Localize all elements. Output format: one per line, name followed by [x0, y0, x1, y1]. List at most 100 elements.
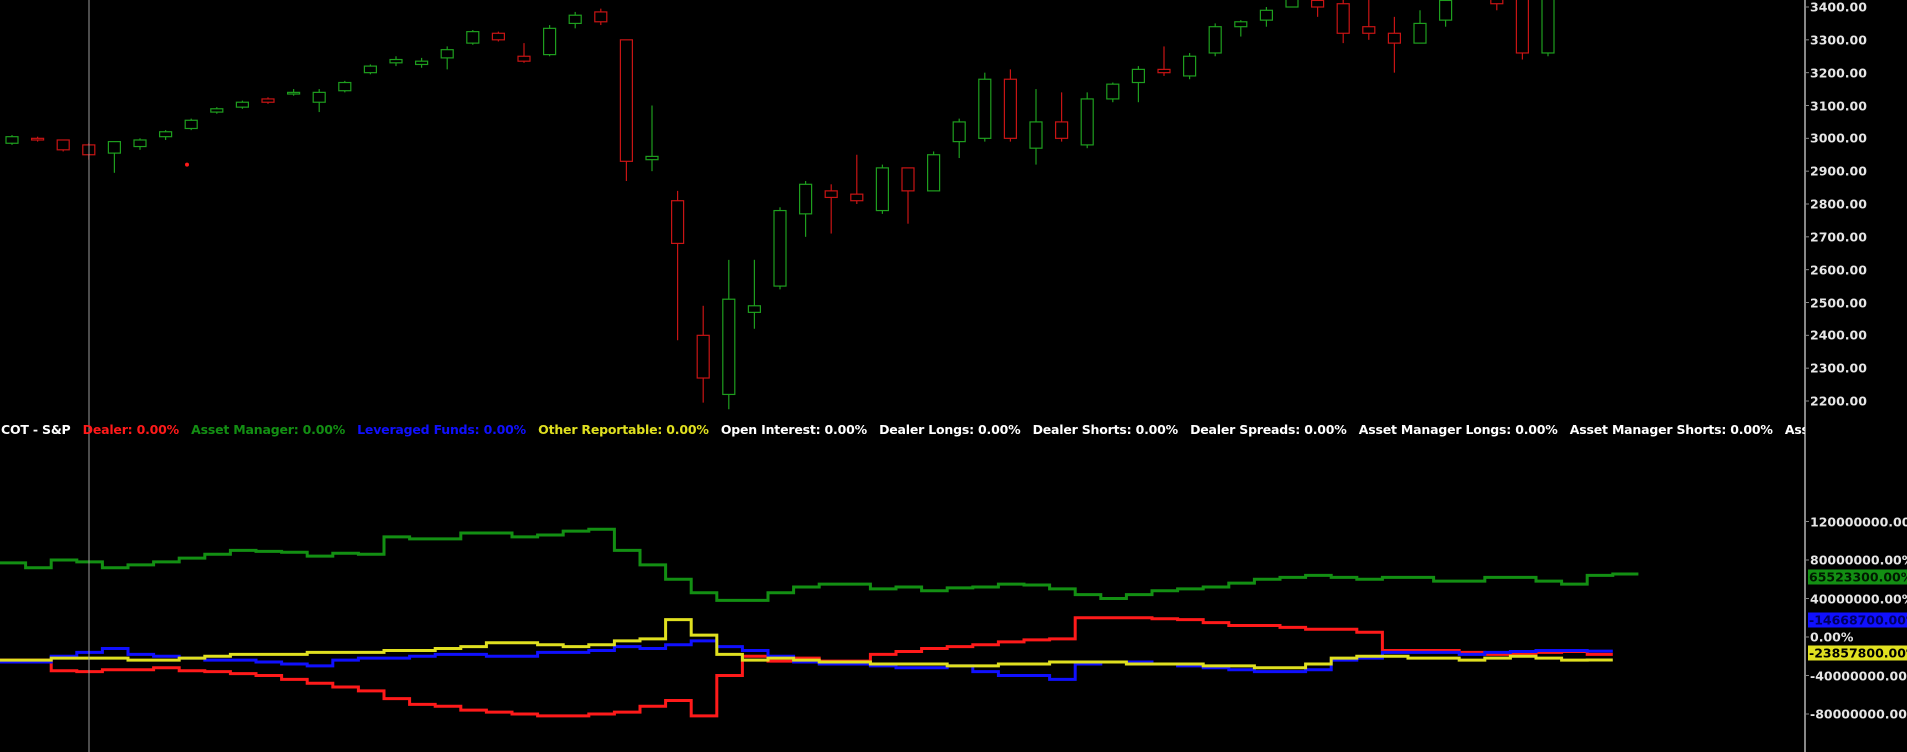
legend-asset-manager: Asset Manager: 0.00%: [191, 422, 346, 437]
candle-body: [1336, 3, 1350, 34]
dealer-line: [0, 616, 1613, 718]
candle-body: [1515, 0, 1530, 54]
signal-dot: [185, 162, 189, 167]
price-candles: [5, 0, 1555, 410]
candle-body: [594, 11, 608, 23]
legend-am-spreads: Asset Manager Spreads: 0.00%: [1784, 422, 1805, 437]
candle-body: [1387, 32, 1402, 44]
asset-manager-value-tag: 65523300.00%: [1808, 569, 1907, 585]
candle-body: [1362, 26, 1376, 34]
price-axis-label: 2900.00: [1810, 163, 1867, 179]
candle-body: [1490, 0, 1504, 5]
candle-body: [696, 334, 710, 379]
candle-body: [491, 32, 505, 41]
candle-body: [824, 190, 838, 199]
candle-body: [159, 131, 173, 138]
candle-body: [1259, 9, 1274, 21]
indicator-axis-label: 40000000.00%: [1810, 591, 1907, 606]
candle-body: [312, 91, 326, 103]
legend-dealer-spreads: Dealer Spreads: 0.00%: [1190, 422, 1347, 437]
candle-body: [440, 49, 454, 59]
legend-title: COT - S&P: [1, 422, 71, 437]
legend-leveraged: Leveraged Funds: 0.00%: [357, 422, 526, 437]
candle-body: [338, 81, 352, 92]
candle-body: [952, 121, 966, 143]
candle-body: [287, 91, 301, 95]
candle-body: [1003, 78, 1018, 139]
candle-body: [747, 305, 762, 313]
price-axis-label: 2400.00: [1810, 327, 1867, 343]
legend-other: Other Reportable: 0.00%: [538, 422, 709, 437]
price-axis-label: 2800.00: [1810, 196, 1867, 212]
price-axis-label: 3000.00: [1810, 130, 1867, 146]
candle-body: [1054, 121, 1069, 139]
candle-body: [1285, 0, 1299, 8]
legend-am-shorts: Asset Manager Shorts: 0.00%: [1569, 422, 1773, 437]
candle-body: [235, 101, 249, 108]
price-axis-label: 2600.00: [1810, 262, 1867, 278]
price-axis-label: 3200.00: [1810, 65, 1867, 81]
candle-body: [978, 78, 992, 139]
price-axis-label: 2700.00: [1810, 229, 1867, 245]
candle-body: [31, 137, 45, 141]
asset-manager-line: [0, 527, 1639, 602]
candle-body: [133, 139, 147, 148]
other-line: [0, 618, 1613, 670]
candle-body: [1310, 0, 1325, 8]
candle-body: [261, 98, 275, 103]
price-axis-label: 2500.00: [1810, 295, 1867, 310]
candle-body: [1182, 55, 1197, 77]
indicator-axis-label: -40000000.00%: [1810, 668, 1907, 683]
legend-dealer: Dealer: 0.00%: [82, 422, 180, 437]
candle-body: [1208, 26, 1222, 54]
indicator-axis-label: 120000000.00%: [1810, 514, 1907, 529]
candle-body: [466, 31, 480, 44]
candle-body: [56, 139, 70, 151]
price-axis-label: 3300.00: [1810, 32, 1867, 48]
candle-body: [1234, 21, 1248, 28]
legend-am-longs: Asset Manager Longs: 0.00%: [1358, 422, 1558, 437]
candle-body: [517, 55, 531, 62]
candle-body: [542, 27, 557, 56]
candle-body: [875, 167, 890, 212]
indicator-axis-label: -80000000.00%: [1810, 706, 1907, 722]
legend-open-interest: Open Interest: 0.00%: [720, 422, 867, 437]
candle-body: [568, 14, 582, 25]
candle-body: [645, 155, 659, 161]
candle-body: [1413, 22, 1427, 44]
candle-body: [798, 183, 813, 215]
candle-body: [1541, 0, 1555, 54]
candle-body: [850, 193, 864, 202]
candle-body: [1106, 83, 1120, 100]
other-value-tag: -23857800.00%: [1808, 645, 1907, 661]
candle-body: [107, 141, 122, 154]
candle-body: [184, 119, 198, 130]
price-axis-label: 3100.00: [1810, 98, 1867, 113]
candle-body: [619, 39, 634, 162]
candle-body: [415, 60, 429, 66]
candle-body: [1131, 68, 1146, 84]
price-axis-label: 2300.00: [1810, 360, 1867, 376]
axis-ticks: [1805, 6, 1809, 715]
candle-body: [926, 154, 941, 192]
candle-body: [1080, 98, 1094, 146]
legend-dealer-shorts: Dealer Shorts: 0.00%: [1032, 422, 1179, 437]
candle-body: [363, 65, 377, 74]
candle-body: [210, 108, 224, 113]
candle-body: [1438, 0, 1453, 21]
candle-body: [5, 136, 19, 144]
legend-dealer-longs: Dealer Longs: 0.00%: [879, 422, 1021, 437]
candle-body: [773, 209, 787, 287]
cot-lines: [0, 527, 1639, 718]
indicator-legend: COT - S&P Dealer: 0.00% Asset Manager: 0…: [1, 422, 1805, 437]
leveraged-value-tag: -14668700.00%: [1808, 612, 1907, 628]
candle-body: [722, 298, 736, 396]
candle-body: [670, 200, 685, 244]
indicator-axis-label: 80000000.00%: [1810, 552, 1907, 568]
candle-body: [389, 58, 403, 64]
candle-body: [901, 167, 915, 192]
indicator-axis-label: 0.00%: [1810, 629, 1854, 645]
candle-body: [1029, 121, 1043, 149]
candle-body: [1157, 68, 1171, 74]
